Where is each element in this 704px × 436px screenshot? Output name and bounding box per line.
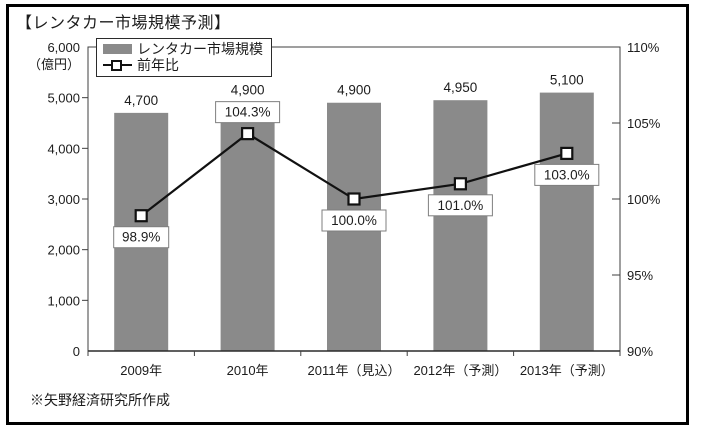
line-marker-0 [134, 209, 148, 223]
line-value-label-4: 103.0% [544, 167, 590, 182]
line-value-label-3: 101.0% [438, 198, 484, 213]
source-footnote: ※矢野経済研究所作成 [30, 394, 170, 409]
right-axis-tick-label: 100% [627, 192, 661, 207]
legend: レンタカー市場規模 前年比 [96, 38, 272, 77]
legend-label-yoy-ratio: 前年比 [137, 57, 179, 73]
line-value-label-box-0 [113, 226, 170, 249]
x-axis-category-label: 2009年 [120, 363, 162, 378]
line-value-label-2: 100.0% [331, 213, 377, 228]
line-marker-1 [241, 127, 255, 141]
chart-title: 【レンタカー市場規模予測】 [16, 15, 231, 32]
line-marker-2 [347, 192, 361, 206]
left-axis-tick-label: 6,000 [47, 40, 80, 55]
bar-4 [539, 92, 594, 351]
line-value-label-box-4 [534, 163, 600, 186]
bar-3 [433, 100, 488, 351]
right-axis-tick-label: 95% [627, 268, 653, 283]
left-axis-unit-label: （億円） [28, 57, 80, 72]
left-axis-tick-label: 2,000 [47, 243, 80, 258]
bar-value-label-4: 5,100 [550, 73, 584, 88]
line-value-label-box-3 [427, 194, 493, 217]
bar-value-label-2: 4,900 [337, 83, 371, 98]
bar-value-label-1: 4,900 [231, 83, 265, 98]
left-axis-tick-label: 5,000 [47, 91, 80, 106]
right-axis-tick-label: 90% [627, 344, 653, 359]
x-axis-category-label: 2011年（見込） [308, 363, 401, 378]
x-axis-category-label: 2012年（予測） [413, 363, 507, 378]
right-axis-tick-label: 105% [627, 116, 661, 131]
right-axis-tick-label: 110% [627, 40, 660, 55]
x-axis-category-label: 2013年（予測） [520, 363, 614, 378]
legend-item-market-size: レンタカー市場規模 [103, 41, 263, 57]
bar-series-swatch-icon [103, 44, 132, 54]
line-series-swatch-icon [103, 59, 132, 72]
line-value-label-box-1 [215, 101, 281, 124]
line-marker-3 [453, 177, 467, 191]
left-axis-tick-label: 1,000 [47, 293, 80, 308]
line-value-label-0: 98.9% [122, 230, 160, 245]
left-axis-tick-label: 4,000 [47, 141, 80, 156]
bar-value-label-0: 4,700 [124, 93, 158, 108]
legend-label-market-size: レンタカー市場規模 [137, 41, 263, 57]
line-value-label-box-2 [321, 209, 387, 232]
x-axis-category-label: 2010年 [227, 363, 269, 378]
line-value-label-1: 104.3% [225, 105, 271, 120]
figure-border [6, 4, 689, 425]
line-marker-4 [560, 146, 574, 160]
left-axis-tick-label: 0 [73, 344, 80, 359]
legend-item-yoy-ratio: 前年比 [103, 57, 263, 73]
bar-value-label-3: 4,950 [444, 80, 478, 95]
left-axis-tick-label: 3,000 [47, 192, 80, 207]
